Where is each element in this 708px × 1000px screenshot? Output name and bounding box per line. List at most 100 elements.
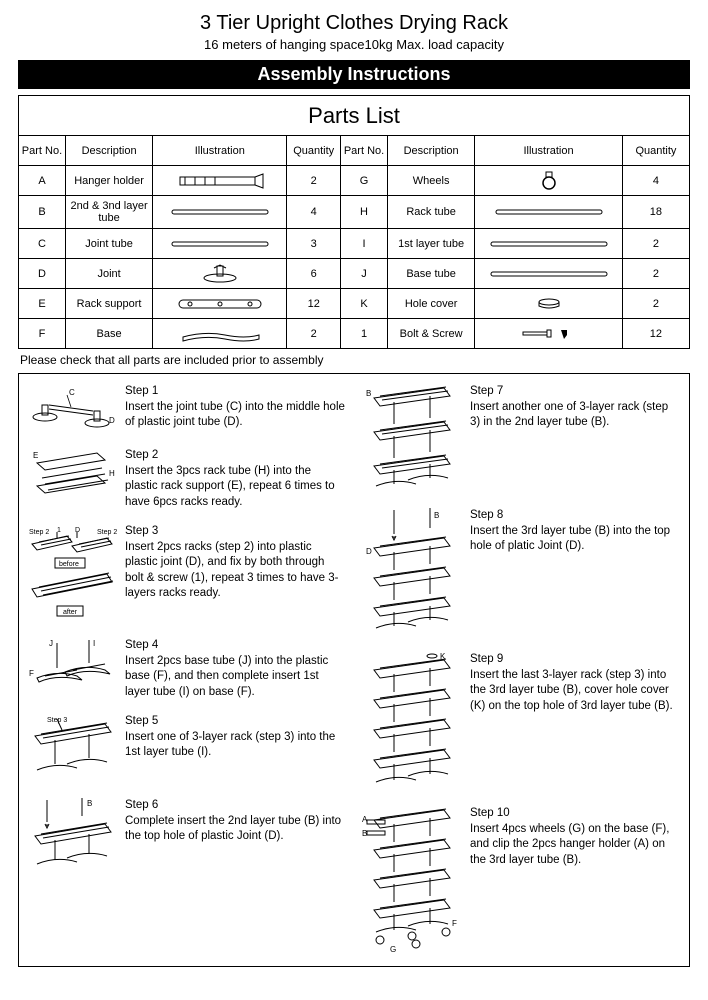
- step-body: Insert 2pcs base tube (J) into the plast…: [125, 655, 328, 698]
- table-row: D Joint 6 J Base tube 2: [19, 259, 690, 289]
- cell-desc: Joint: [65, 259, 152, 289]
- col-quantity: Quantity: [287, 136, 341, 166]
- cell-illus: [475, 319, 623, 349]
- cell-illus: [153, 166, 287, 196]
- step2-diagram-icon: HE: [27, 448, 117, 498]
- cell-desc: Base tube: [388, 259, 475, 289]
- col-partno: Part No.: [341, 136, 388, 166]
- svg-text:before: before: [59, 561, 79, 568]
- step-body: Insert 4pcs wheels (G) on the base (F), …: [470, 823, 669, 866]
- tube-icon: [477, 234, 620, 254]
- step-body: Insert the joint tube (C) into the middl…: [125, 401, 345, 429]
- step9-diagram-icon: K: [362, 652, 462, 792]
- bolt-screw-icon: [477, 324, 620, 344]
- svg-text:D: D: [75, 527, 80, 534]
- assembly-steps-box: CD Step 1 Insert the joint tube (C) into…: [18, 373, 690, 967]
- step-title: Step 1: [125, 384, 346, 400]
- cell-partno: B: [19, 196, 66, 229]
- step-text: Step 10 Insert 4pcs wheels (G) on the ba…: [470, 806, 681, 868]
- step8-diagram-icon: BD: [362, 508, 462, 638]
- table-row: F Base 2 1 Bolt & Screw 12: [19, 319, 690, 349]
- instructions-banner: Assembly Instructions: [18, 60, 690, 89]
- step-text: Step 7 Insert another one of 3-layer rac…: [470, 384, 681, 431]
- svg-text:G: G: [390, 945, 396, 954]
- tube-icon: [477, 202, 620, 222]
- svg-text:A: A: [362, 815, 368, 824]
- table-header-row: Part No. Description Illustration Quanti…: [19, 136, 690, 166]
- cell-qty: 12: [622, 319, 689, 349]
- step-body: Complete insert the 2nd layer tube (B) i…: [125, 815, 341, 843]
- cell-partno: D: [19, 259, 66, 289]
- cell-illus: [475, 259, 623, 289]
- svg-text:1: 1: [57, 527, 61, 534]
- svg-text:F: F: [29, 669, 34, 678]
- cell-qty: 2: [622, 259, 689, 289]
- svg-text:B: B: [362, 829, 367, 838]
- steps-right-column: B Step 7 Insert another one of 3-layer r…: [362, 384, 681, 956]
- step-text: Step 1 Insert the joint tube (C) into th…: [125, 384, 346, 431]
- step-body: Insert the last 3-layer rack (step 3) in…: [470, 669, 673, 712]
- cell-desc: 1st layer tube: [388, 229, 475, 259]
- cell-desc: Joint tube: [65, 229, 152, 259]
- cell-desc: Rack tube: [388, 196, 475, 229]
- svg-text:D: D: [366, 547, 372, 556]
- step-title: Step 5: [125, 714, 346, 730]
- svg-text:I: I: [93, 639, 95, 648]
- step-body: Insert another one of 3-layer rack (step…: [470, 401, 668, 429]
- step-title: Step 7: [470, 384, 681, 400]
- step-title: Step 10: [470, 806, 681, 822]
- svg-text:Step 2: Step 2: [97, 529, 117, 536]
- cell-qty: 18: [622, 196, 689, 229]
- cell-qty: 4: [287, 196, 341, 229]
- cell-qty: 6: [287, 259, 341, 289]
- col-illustration: Illustration: [153, 136, 287, 166]
- cell-desc: Base: [65, 319, 152, 349]
- hole-cover-icon: [477, 294, 620, 314]
- table-row: E Rack support 12 K Hole cover 2: [19, 289, 690, 319]
- step-text: Step 6 Complete insert the 2nd layer tub…: [125, 798, 346, 845]
- wheel-icon: [477, 171, 620, 191]
- cell-desc: Hole cover: [388, 289, 475, 319]
- tube-icon: [155, 202, 284, 222]
- step-title: Step 4: [125, 638, 346, 654]
- cell-desc: Bolt & Screw: [388, 319, 475, 349]
- step-2: HE Step 2 Insert the 3pcs rack tube (H) …: [27, 448, 346, 510]
- svg-text:F: F: [452, 919, 457, 928]
- step-title: Step 8: [470, 508, 681, 524]
- step-8: BD Step 8 Insert the 3rd layer tube (B) …: [362, 508, 681, 638]
- cell-illus: [475, 196, 623, 229]
- cell-illus: [475, 229, 623, 259]
- cell-desc: 2nd & 3nd layer tube: [65, 196, 152, 229]
- step-5: Step 3 Step 5 Insert one of 3-layer rack…: [27, 714, 346, 784]
- step-10: AB F G Step 10 Insert 4pcs wheels (G) on …: [362, 806, 681, 956]
- cell-partno: A: [19, 166, 66, 196]
- page-title: 3 Tier Upright Clothes Drying Rack: [18, 12, 690, 35]
- cell-partno: 1: [341, 319, 388, 349]
- cell-qty: 3: [287, 229, 341, 259]
- step-text: Step 8 Insert the 3rd layer tube (B) int…: [470, 508, 681, 555]
- table-row: A Hanger holder 2 G Wheels 4: [19, 166, 690, 196]
- step-body: Insert 2pcs racks (step 2) into plastic …: [125, 541, 338, 600]
- cell-desc: Hanger holder: [65, 166, 152, 196]
- svg-text:B: B: [434, 511, 439, 520]
- cell-qty: 2: [622, 289, 689, 319]
- step-7: B Step 7 Insert another one of 3-layer r…: [362, 384, 681, 494]
- step-4: FJI Step 4 Insert 2pcs base tube (J) int…: [27, 638, 346, 700]
- cell-qty: 2: [287, 319, 341, 349]
- step-title: Step 6: [125, 798, 346, 814]
- step-title: Step 2: [125, 448, 346, 464]
- svg-text:after: after: [63, 609, 78, 616]
- step-1: CD Step 1 Insert the joint tube (C) into…: [27, 384, 346, 434]
- cell-illus: [153, 289, 287, 319]
- step-text: Step 3 Insert 2pcs racks (step 2) into p…: [125, 524, 346, 602]
- table-row: C Joint tube 3 I 1st layer tube 2: [19, 229, 690, 259]
- svg-text:B: B: [366, 389, 371, 398]
- cell-partno: C: [19, 229, 66, 259]
- step-body: Insert one of 3-layer rack (step 3) into…: [125, 731, 335, 759]
- parts-list-title: Parts List: [19, 96, 690, 136]
- step7-diagram-icon: B: [362, 384, 462, 494]
- cell-partno: E: [19, 289, 66, 319]
- step-3: Step 21DStep 2 before after Step 3 Inser…: [27, 524, 346, 624]
- col-description: Description: [388, 136, 475, 166]
- col-illustration: Illustration: [475, 136, 623, 166]
